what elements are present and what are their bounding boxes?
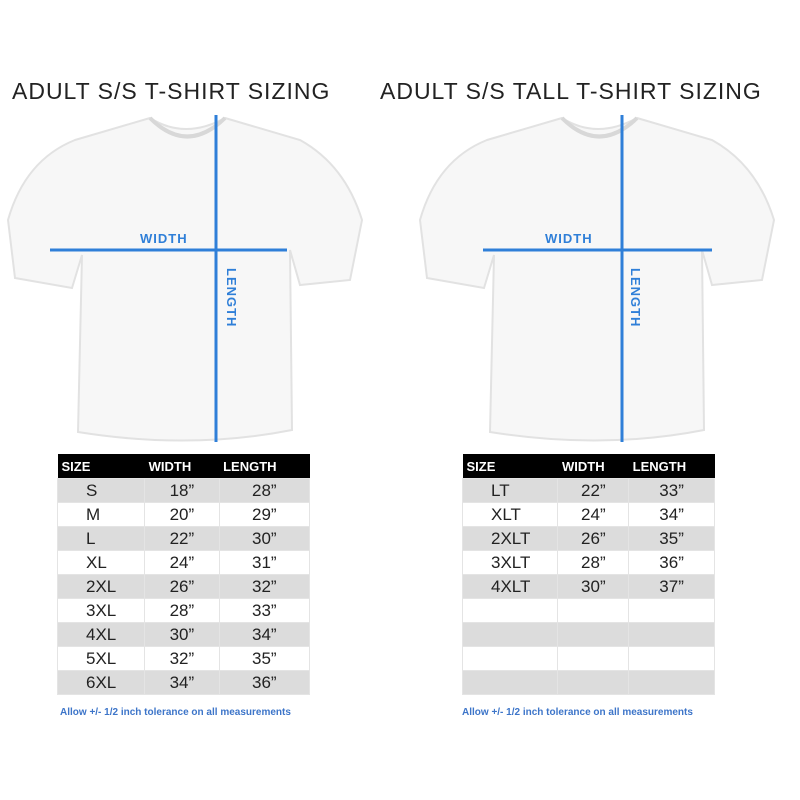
column-header: WIDTH <box>144 454 220 479</box>
column-header: LENGTH <box>628 454 715 479</box>
table-cell <box>557 622 630 647</box>
measurement-lines <box>483 115 712 442</box>
table-cell: 29” <box>218 502 311 527</box>
table-cell <box>628 598 715 623</box>
tshirt-image <box>6 116 364 442</box>
table-cell <box>557 670 630 695</box>
table-cell: S <box>56 478 146 503</box>
tshirt-image <box>418 116 776 442</box>
table-cell: L <box>56 526 146 551</box>
table-cell: XLT <box>461 502 559 527</box>
table-cell <box>628 646 715 671</box>
table-cell: 20” <box>144 502 220 527</box>
table-cell <box>461 646 559 671</box>
table-cell: 26” <box>557 526 630 551</box>
width-label: WIDTH <box>140 231 188 246</box>
table-cell <box>461 598 559 623</box>
table-cell: 37” <box>628 574 715 599</box>
table-cell <box>628 622 715 647</box>
size-table: SIZE WIDTH LENGTH S 18” 28” M 20” 29” L 22” 30” XL 2… <box>56 454 311 695</box>
table-cell <box>461 622 559 647</box>
table-cell: 28” <box>144 598 220 623</box>
table-cell: LT <box>461 478 559 503</box>
table-cell: 22” <box>557 478 630 503</box>
table-cell: 24” <box>557 502 630 527</box>
table-cell: 33” <box>218 598 311 623</box>
column-header: SIZE <box>57 454 145 479</box>
table-row: L 22” 30” <box>56 526 311 551</box>
table-cell: 31” <box>218 550 311 575</box>
table-row <box>461 598 715 623</box>
table-row: 4XL 30” 34” <box>56 622 311 647</box>
chart-title: ADULT S/S T-SHIRT SIZING <box>12 78 331 104</box>
length-label: LENGTH <box>628 268 643 328</box>
table-cell: 35” <box>218 646 311 671</box>
column-header: LENGTH <box>219 454 310 479</box>
size-table: SIZE WIDTH LENGTH LT 22” 33” XLT 24” 34” 2XLT 26”… <box>461 454 715 695</box>
table-cell: 2XL <box>56 574 146 599</box>
table-row: LT 22” 33” <box>461 478 715 503</box>
table-row <box>461 670 715 695</box>
table-cell: 32” <box>144 646 220 671</box>
table-cell: 33” <box>628 478 715 503</box>
table-cell: 34” <box>628 502 715 527</box>
table-row: 2XL 26” 32” <box>56 574 311 599</box>
table-cell: 28” <box>218 478 311 503</box>
table-row: XLT 24” 34” <box>461 502 715 527</box>
table-row: 4XLT 30” 37” <box>461 574 715 599</box>
table-row: S 18” 28” <box>56 478 311 503</box>
table-row: 2XLT 26” 35” <box>461 526 715 551</box>
table-cell: 32” <box>218 574 311 599</box>
table-cell: 2XLT <box>461 526 559 551</box>
tolerance-note: Allow +/- 1/2 inch tolerance on all meas… <box>462 707 693 718</box>
table-row: 3XLT 28” 36” <box>461 550 715 575</box>
table-row <box>461 646 715 671</box>
table-cell <box>461 670 559 695</box>
table-cell: 4XLT <box>461 574 559 599</box>
length-label: LENGTH <box>224 268 239 328</box>
table-cell: M <box>56 502 146 527</box>
table-cell: 4XL <box>56 622 146 647</box>
table-cell: 22” <box>144 526 220 551</box>
table-cell <box>628 670 715 695</box>
table-header: SIZE WIDTH LENGTH <box>462 454 715 479</box>
table-header: SIZE WIDTH LENGTH <box>57 454 310 479</box>
table-cell: 36” <box>218 670 311 695</box>
table-cell: 18” <box>144 478 220 503</box>
table-row: M 20” 29” <box>56 502 311 527</box>
measurement-lines <box>50 115 287 442</box>
table-row: 3XL 28” 33” <box>56 598 311 623</box>
table-cell: 3XLT <box>461 550 559 575</box>
column-header: WIDTH <box>557 454 629 479</box>
table-cell: 36” <box>628 550 715 575</box>
table-cell <box>557 598 630 623</box>
table-cell: 3XL <box>56 598 146 623</box>
table-cell: 35” <box>628 526 715 551</box>
table-cell: 6XL <box>56 670 146 695</box>
tolerance-note: Allow +/- 1/2 inch tolerance on all meas… <box>60 707 291 718</box>
table-cell: 30” <box>144 622 220 647</box>
table-row: XL 24” 31” <box>56 550 311 575</box>
width-label: WIDTH <box>545 231 593 246</box>
table-row <box>461 622 715 647</box>
table-cell: 34” <box>144 670 220 695</box>
table-cell: 30” <box>557 574 630 599</box>
table-row: 5XL 32” 35” <box>56 646 311 671</box>
column-header: SIZE <box>462 454 558 479</box>
table-cell: XL <box>56 550 146 575</box>
chart-title: ADULT S/S TALL T-SHIRT SIZING <box>380 78 762 104</box>
table-cell: 5XL <box>56 646 146 671</box>
table-cell: 30” <box>218 526 311 551</box>
table-cell: 28” <box>557 550 630 575</box>
table-cell: 24” <box>144 550 220 575</box>
table-cell: 34” <box>218 622 311 647</box>
table-cell <box>557 646 630 671</box>
table-row: 6XL 34” 36” <box>56 670 311 695</box>
table-cell: 26” <box>144 574 220 599</box>
